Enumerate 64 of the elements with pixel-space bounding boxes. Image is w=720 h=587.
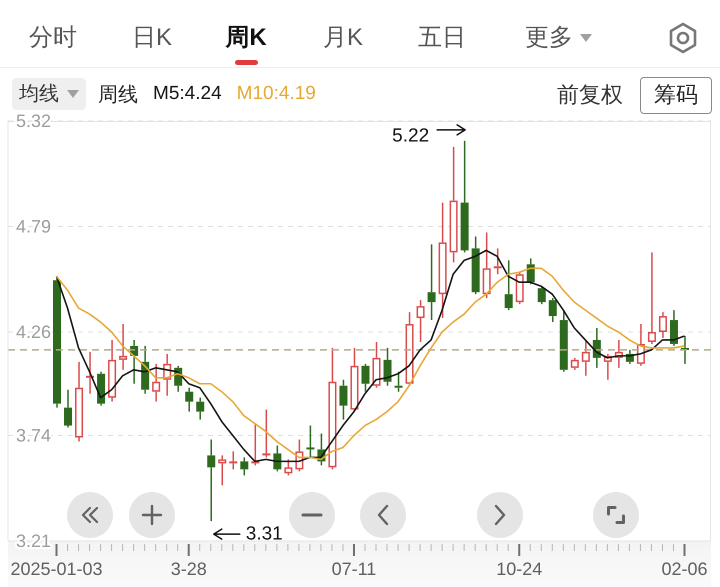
text: 周K <box>224 23 268 53</box>
candlestick <box>406 311 414 386</box>
candlestick <box>394 371 403 392</box>
candlestick <box>504 260 513 311</box>
candlestick <box>75 361 84 442</box>
annotation: 3.31 <box>246 524 283 545</box>
candlestick <box>64 388 72 428</box>
candlestick <box>460 140 469 254</box>
candlestick <box>350 347 358 412</box>
y-tick-label: 4.79 <box>16 216 52 236</box>
candlestick <box>428 244 436 321</box>
candlestick <box>218 454 226 486</box>
text: 月K <box>322 23 364 53</box>
candlestick <box>185 386 194 412</box>
candlestick <box>648 252 656 345</box>
candlestick <box>494 248 502 276</box>
candlestick <box>548 297 557 323</box>
x-tick-label: 02-06 <box>661 559 708 579</box>
text: 日K <box>130 23 173 53</box>
candlestick <box>384 347 392 386</box>
candlestick <box>108 339 116 402</box>
candlestick <box>229 450 238 470</box>
candlestick <box>240 456 248 476</box>
candlestick <box>438 202 447 319</box>
candlestick <box>570 357 579 371</box>
candlestick <box>670 309 678 347</box>
y-tick-label: 4.26 <box>16 322 52 342</box>
candlestick <box>560 309 568 373</box>
text: 更多 <box>524 23 574 53</box>
x-tick-label: 2025-01-03 <box>10 559 103 579</box>
annotation: 5.22 <box>392 125 430 146</box>
y-tick-label: 3.74 <box>16 426 52 446</box>
candlestick <box>306 424 314 458</box>
outlined-button: 筹码 <box>640 77 712 114</box>
y-tick-label: 3.21 <box>16 531 52 551</box>
candlestick <box>361 363 370 392</box>
candlestick <box>152 363 160 402</box>
text: 周线 <box>98 82 138 108</box>
candlestick <box>273 444 282 472</box>
candlestick <box>472 236 480 295</box>
candlestick <box>582 339 590 377</box>
y-tick-label: 5.32 <box>16 111 52 131</box>
candlestick <box>339 379 348 420</box>
candlestick <box>119 323 128 371</box>
x-tick-label: 3-28 <box>170 559 207 579</box>
dropdown-button: 均线 <box>12 78 86 110</box>
candlestick <box>207 438 216 522</box>
candlestick <box>482 232 491 299</box>
text: M5:4.24 <box>153 83 222 105</box>
candlestick <box>372 341 380 388</box>
candlestick <box>196 396 204 420</box>
x-tick-label: 07-11 <box>332 559 376 579</box>
x-tick-label: 10-24 <box>496 559 542 579</box>
candlestick <box>416 299 425 343</box>
text: 分时 <box>28 23 78 53</box>
candlestick <box>284 458 292 476</box>
candlestick <box>328 347 336 470</box>
candlestick <box>262 408 270 458</box>
candlestick <box>251 422 260 466</box>
text: 五日 <box>417 23 467 53</box>
text: M10:4.19 <box>236 83 316 105</box>
candlestick <box>450 146 458 264</box>
candlestick <box>658 311 667 339</box>
text: 前复权 <box>557 81 623 109</box>
